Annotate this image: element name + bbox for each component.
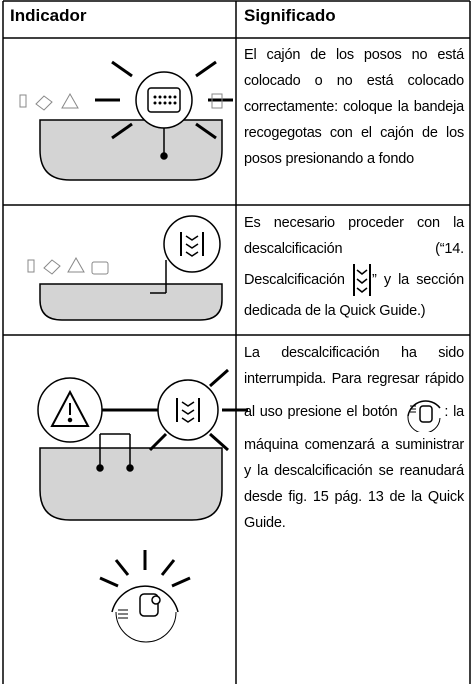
meaning-cell: El cajón de los posos no está colocado o… xyxy=(244,42,464,172)
header-cell: Significado xyxy=(244,6,336,25)
meaning-cell: Es necesario proceder con la descalcific… xyxy=(244,210,464,324)
text: : la máquina comenzará a suministrar y l… xyxy=(244,403,464,531)
text: La descalcificación ha sido interrumpida… xyxy=(244,345,464,420)
text: Es necesario proceder con la descalcific… xyxy=(244,215,464,288)
header-cell: Indicador xyxy=(10,6,87,25)
meaning-cell: La descalcificación ha sido interrumpida… xyxy=(244,340,464,536)
button-icon xyxy=(407,400,441,432)
text: El cajón de los posos no está colocado o… xyxy=(244,47,464,167)
text: ” y la sección dedicada de la Quick Guid… xyxy=(244,271,464,319)
descaling-icon xyxy=(353,264,371,296)
